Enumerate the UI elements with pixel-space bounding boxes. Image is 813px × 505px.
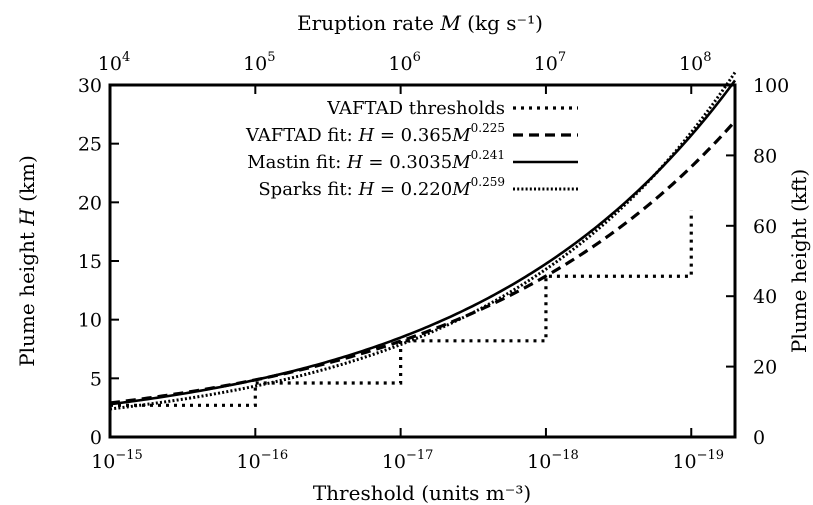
top-tick-label: 107: [534, 50, 566, 75]
x-tick-label: 10−18: [527, 448, 579, 473]
series-line-4: [109, 71, 737, 411]
legend-label-3: Mastin fit: H = 0.3035M0.241: [247, 148, 505, 173]
y-tick-label: 30: [78, 75, 102, 97]
y-tick-label: 25: [78, 134, 102, 156]
series-line-3: [109, 79, 737, 406]
top-axis-title: Eruption rate M (kg s⁻¹): [297, 11, 543, 35]
y-tick-label: 15: [78, 251, 102, 273]
y2-tick-label: 20: [753, 357, 777, 379]
y-axis-title: Plume height H (km): [15, 155, 39, 367]
y-tick-label: 20: [78, 192, 102, 214]
y2-tick-label: 100: [753, 75, 789, 97]
top-tick-label: 105: [243, 50, 275, 75]
right-axis-title: Plume height (kft): [787, 169, 811, 353]
x-tick-label: 10−19: [672, 448, 724, 473]
x-tick-label: 10−15: [91, 448, 143, 473]
legend-label-1: VAFTAD thresholds: [326, 98, 505, 119]
top-tick-label: 106: [388, 50, 420, 75]
legend-label-4: Sparks fit: H = 0.220M0.259: [258, 175, 505, 200]
y2-tick-label: 60: [753, 216, 777, 238]
y2-tick-label: 80: [753, 145, 777, 167]
y-tick-label: 10: [78, 310, 102, 332]
series-lines: [109, 71, 737, 411]
x-axis-title: Threshold (units m⁻³): [313, 481, 531, 505]
y2-tick-label: 0: [753, 427, 765, 449]
x-tick-label: 10−16: [237, 448, 289, 473]
legend-label-2: VAFTAD fit: H = 0.365M0.225: [245, 121, 505, 146]
top-tick-label: 108: [679, 50, 711, 75]
y-tick-label: 0: [90, 427, 102, 449]
top-tick-label: 104: [98, 50, 130, 75]
series-line-1: [110, 210, 693, 407]
x-tick-label: 10−17: [382, 448, 434, 473]
y-tick-label: 5: [90, 368, 102, 390]
y2-tick-label: 40: [753, 286, 777, 308]
